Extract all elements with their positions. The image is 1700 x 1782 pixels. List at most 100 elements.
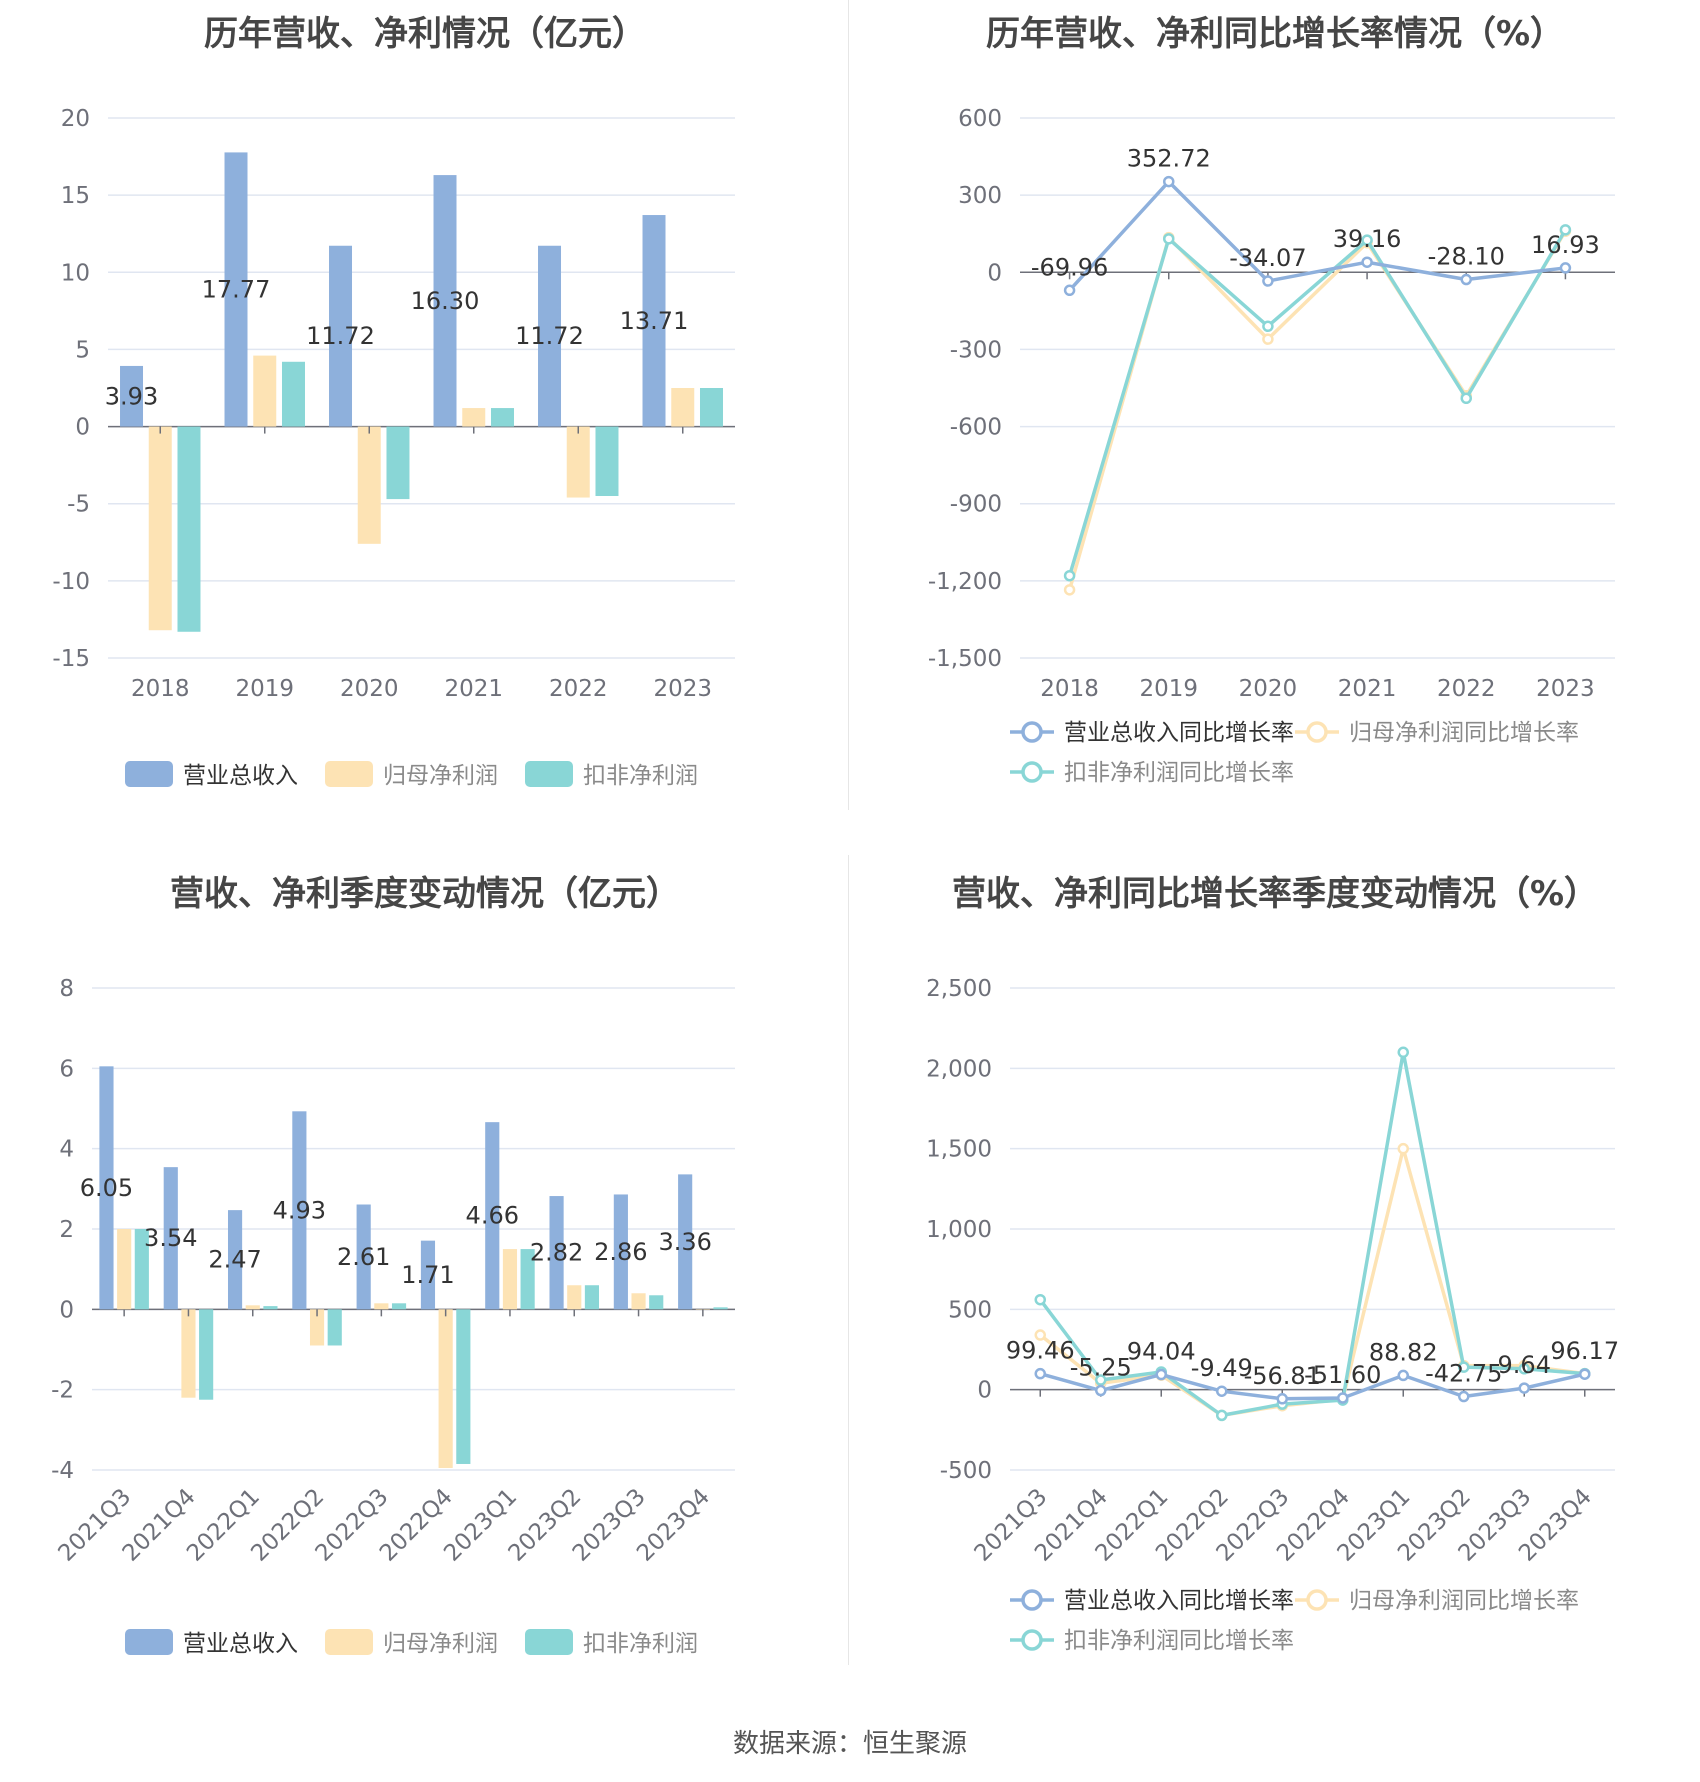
chart-annual-amounts: 历年营收、净利情况（亿元） 20 15 10 5 0 -5 -10 -15 2018 2019 20… bbox=[0, 0, 850, 820]
y-tick-label: 5 bbox=[75, 337, 90, 363]
data-label: 13.71 bbox=[620, 307, 689, 335]
x-tick-label: 2018 bbox=[1040, 676, 1099, 702]
legend-label: 归母净利润同比增长率 bbox=[1349, 720, 1579, 746]
bar-net-profit bbox=[462, 408, 486, 427]
chart-title: 营收、净利同比增长率季度变动情况（%） bbox=[951, 874, 1599, 914]
y-tick-label: 0 bbox=[59, 1297, 74, 1323]
data-label: 2.61 bbox=[337, 1243, 390, 1271]
data-label: 11.72 bbox=[515, 322, 584, 350]
data-label: 16.30 bbox=[411, 287, 480, 315]
data-point bbox=[1034, 1329, 1046, 1341]
legend-label: 归母净利润同比增长率 bbox=[1349, 1588, 1579, 1614]
data-point bbox=[1262, 320, 1274, 333]
x-tick-label: 2020 bbox=[340, 676, 399, 702]
y-tick-label: -1,500 bbox=[928, 646, 1002, 672]
y-tick-label: 300 bbox=[958, 183, 1002, 209]
data-label: -5.25 bbox=[1070, 1354, 1132, 1382]
bar-net-profit bbox=[567, 1285, 582, 1310]
data-point bbox=[1163, 175, 1175, 188]
series-line-revenue bbox=[1039, 1372, 1586, 1401]
bar-non-gaap-profit bbox=[281, 361, 305, 427]
data-point bbox=[1361, 234, 1373, 246]
legend-label: 营业总收入同比增长率 bbox=[1064, 720, 1294, 746]
data-point bbox=[1063, 284, 1076, 297]
series-line-non-gaap-profit bbox=[1038, 1050, 1585, 1418]
y-tick-label: -15 bbox=[52, 646, 90, 672]
legend-marker bbox=[1021, 721, 1043, 743]
bar-net-profit bbox=[245, 1305, 260, 1310]
y-tick-label: -5 bbox=[67, 492, 90, 518]
bar-non-gaap-profit bbox=[699, 388, 723, 427]
bar-revenue bbox=[329, 245, 353, 427]
x-tick-label: 2021 bbox=[1338, 676, 1397, 702]
y-tick-label: 500 bbox=[948, 1297, 992, 1323]
data-label: 96.17 bbox=[1550, 1337, 1619, 1365]
data-label: 1.71 bbox=[401, 1261, 454, 1289]
vertical-divider-top bbox=[848, 0, 849, 810]
data-point bbox=[1095, 1374, 1107, 1386]
bar-revenue bbox=[433, 175, 457, 427]
data-label: -42.75 bbox=[1425, 1360, 1502, 1388]
y-tick-label: 2,000 bbox=[926, 1056, 992, 1082]
data-point bbox=[1397, 1046, 1409, 1059]
y-tick-label: -10 bbox=[52, 569, 90, 595]
y-tick-label: 4 bbox=[59, 1137, 74, 1163]
data-label: 99.46 bbox=[1006, 1337, 1075, 1365]
chart-annual-amounts-svg: 20 15 10 5 0 -5 -10 -15 2018 2019 2020 2021 2022 2023… bbox=[52, 106, 735, 789]
bar-non-gaap-profit bbox=[713, 1307, 728, 1310]
chart-quarterly-growth-svg: 2,5002,0001,5001,0005000-5002021Q32021Q4… bbox=[926, 976, 1619, 1654]
data-point bbox=[1518, 1382, 1530, 1394]
x-tick-label: 2018 bbox=[131, 676, 190, 702]
series-line-non-gaap-profit bbox=[1067, 228, 1567, 577]
y-tick-label: -300 bbox=[950, 337, 1002, 363]
bar-net-profit bbox=[502, 1249, 518, 1310]
data-point bbox=[1262, 333, 1274, 345]
y-tick-label: 10 bbox=[61, 260, 90, 286]
bar-non-gaap-profit bbox=[327, 1309, 342, 1346]
data-point bbox=[1460, 273, 1472, 286]
legend-marker bbox=[1021, 761, 1043, 783]
data-point bbox=[1063, 584, 1076, 596]
data-point bbox=[1397, 1142, 1409, 1155]
bar-net-profit bbox=[357, 426, 381, 544]
data-point bbox=[1518, 1363, 1530, 1375]
data-point bbox=[1276, 1393, 1288, 1405]
data-label: 6.05 bbox=[80, 1174, 133, 1202]
x-tick-label: 2022 bbox=[1437, 676, 1496, 702]
bar-net-profit bbox=[671, 388, 695, 427]
y-tick-label: -4 bbox=[51, 1458, 74, 1484]
data-label: 4.66 bbox=[466, 1202, 519, 1230]
data-point bbox=[1460, 392, 1472, 405]
bar-non-gaap-profit bbox=[386, 426, 410, 500]
series-line-revenue bbox=[1068, 179, 1566, 292]
data-point bbox=[1034, 1367, 1046, 1380]
data-label: 4.93 bbox=[273, 1196, 326, 1224]
data-label: -28.10 bbox=[1428, 243, 1505, 271]
y-tick-label: 15 bbox=[61, 183, 90, 209]
data-point bbox=[1559, 262, 1572, 274]
data-point bbox=[1397, 1369, 1409, 1382]
data-label: 94.04 bbox=[1127, 1338, 1196, 1366]
legend-swatch bbox=[325, 1629, 373, 1655]
data-point bbox=[1458, 1361, 1470, 1373]
data-label: 11.72 bbox=[306, 322, 375, 350]
legend-label: 营业总收入 bbox=[183, 1631, 298, 1657]
chart-title: 营收、净利季度变动情况（亿元） bbox=[170, 874, 680, 914]
data-label: 39.16 bbox=[1333, 225, 1402, 253]
x-tick-label: 2019 bbox=[235, 676, 294, 702]
bar-revenue bbox=[613, 1194, 628, 1310]
y-tick-label: 20 bbox=[61, 106, 90, 132]
data-point bbox=[1361, 256, 1373, 268]
bar-revenue bbox=[224, 152, 248, 427]
x-tick-label: 2023 bbox=[1536, 676, 1595, 702]
data-label: 2.82 bbox=[530, 1239, 583, 1267]
y-tick-label: 1,500 bbox=[926, 1137, 992, 1163]
y-tick-label: -900 bbox=[950, 492, 1002, 518]
data-label: 17.77 bbox=[202, 275, 271, 303]
data-point bbox=[1337, 1392, 1349, 1404]
chart-title: 历年营收、净利情况（亿元） bbox=[204, 14, 646, 54]
data-label: 2.47 bbox=[208, 1246, 261, 1274]
legend-marker bbox=[1306, 1589, 1328, 1611]
bar-revenue bbox=[120, 365, 144, 427]
data-label: 88.82 bbox=[1369, 1338, 1438, 1366]
